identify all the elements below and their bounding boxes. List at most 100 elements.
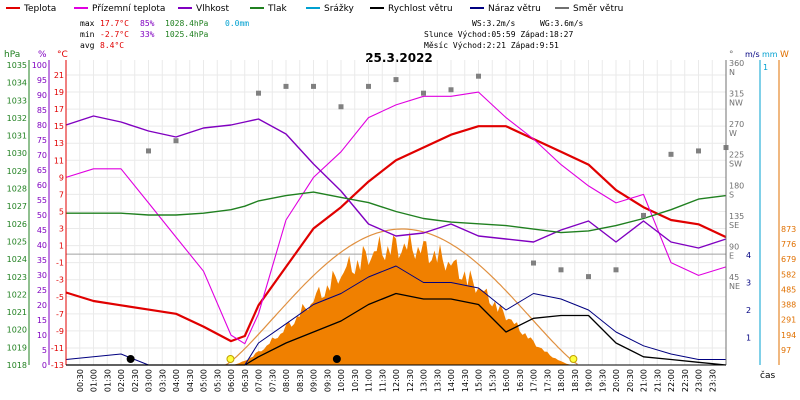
tick-label-time: 05:30 bbox=[213, 369, 222, 392]
tick-label-deg: 90 bbox=[729, 242, 739, 251]
legend-teplota: Teplota bbox=[6, 4, 56, 14]
tick-label-c: 15 bbox=[54, 122, 64, 131]
tick-label-time: 21:30 bbox=[653, 369, 662, 392]
stats-wg: WG:3.6m/s bbox=[540, 19, 584, 28]
stats-rain: 0.0mm bbox=[225, 19, 249, 28]
wind-direction-point bbox=[256, 90, 261, 96]
wind-direction-point bbox=[641, 212, 646, 218]
stats-min-press: 1025.4hPa bbox=[165, 30, 209, 39]
legend-prizemni-teplota: Přízemní teplota bbox=[74, 4, 165, 14]
legend-label-rychlost-vetru: Rychlost větru bbox=[388, 4, 453, 14]
tick-label-deg: 315 bbox=[729, 90, 744, 99]
tick-label-time: 04:00 bbox=[172, 369, 181, 392]
tick-label-c: 11 bbox=[54, 156, 64, 165]
axis-label-time: čas bbox=[760, 370, 775, 381]
tick-label-time: 10:00 bbox=[337, 369, 346, 392]
tick-label-time: 10:30 bbox=[351, 369, 360, 392]
tick-label-time: 23:30 bbox=[708, 369, 717, 392]
stats-max-hum: 85% bbox=[140, 19, 155, 28]
tick-label-pct: 100 bbox=[32, 61, 47, 70]
tick-label-c: 17 bbox=[54, 105, 64, 114]
tick-label-hpa: 1026 bbox=[7, 220, 27, 229]
tick-label-pct: 30 bbox=[37, 271, 47, 280]
tick-label-hpa: 1028 bbox=[7, 185, 27, 194]
tick-label-hpa: 1035 bbox=[7, 61, 27, 70]
tick-label-ms: 3 bbox=[746, 279, 751, 288]
wind-direction-point bbox=[613, 267, 619, 273]
tick-label-time: 13:30 bbox=[433, 369, 442, 392]
tick-label-time: 00:30 bbox=[76, 369, 85, 392]
tick-label-hpa: 1033 bbox=[7, 96, 27, 105]
tick-label-hpa: 1027 bbox=[7, 202, 27, 211]
tick-label-pct: 15 bbox=[37, 316, 47, 325]
legend-smer-vetru: Směr větru bbox=[555, 4, 623, 14]
wind-direction-point bbox=[586, 274, 591, 280]
tick-label-hpa: 1030 bbox=[7, 149, 27, 158]
solar-theoretical-curve bbox=[225, 228, 578, 366]
axis-label-mm: mm bbox=[762, 50, 778, 59]
stats-min-hum: 33% bbox=[140, 30, 155, 39]
tick-label-pct: 45 bbox=[37, 226, 47, 235]
series-line-teplota bbox=[65, 125, 727, 343]
sunset-marker bbox=[569, 355, 578, 363]
chart-title: 25.3.2022 bbox=[365, 51, 433, 65]
tick-label-c: -11 bbox=[51, 344, 64, 353]
tick-label-time: 17:30 bbox=[543, 369, 552, 392]
tick-label-pct: 5 bbox=[42, 346, 47, 355]
tick-label-c: 5 bbox=[59, 207, 64, 216]
tick-label-time: 19:00 bbox=[585, 369, 594, 392]
legend-label-srazky: Srážky bbox=[324, 4, 355, 14]
tick-label-time: 01:30 bbox=[103, 369, 112, 392]
axis-label-w: W bbox=[780, 50, 789, 60]
tick-label-deg: 135 bbox=[729, 212, 744, 221]
wind-direction-point bbox=[311, 83, 316, 89]
tick-label-deg: 360 bbox=[729, 59, 744, 68]
tick-label-c: 21 bbox=[54, 71, 64, 80]
tick-label-c: -13 bbox=[51, 361, 64, 370]
tick-label-pct: 75 bbox=[37, 136, 47, 145]
tick-label-w: 97 bbox=[781, 346, 791, 355]
tick-label-c: 1 bbox=[59, 242, 64, 251]
tick-label-time: 23:00 bbox=[695, 369, 704, 392]
tick-label-hpa: 1021 bbox=[7, 308, 27, 317]
tick-label-time: 12:30 bbox=[406, 369, 415, 392]
tick-label-w: 291 bbox=[781, 316, 796, 325]
legend: Teplota Přízemní teplota Vlhkost Tlak Sr… bbox=[6, 4, 623, 14]
tick-label-time: 06:30 bbox=[241, 369, 250, 392]
tick-label-time: 09:00 bbox=[310, 369, 319, 392]
legend-srazky: Srážky bbox=[306, 4, 355, 14]
wind-direction-point bbox=[696, 148, 701, 154]
axis-label-c: °C bbox=[57, 50, 68, 60]
legend-naraz-vetru: Náraz větru bbox=[470, 4, 541, 14]
tick-label-pct: 35 bbox=[37, 256, 47, 265]
wind-direction-point bbox=[448, 87, 454, 93]
axis-label-deg: ° bbox=[729, 50, 734, 60]
stats-ws: WS:3.2m/s bbox=[472, 19, 516, 28]
tick-label-dir: SW bbox=[729, 160, 742, 169]
tick-label-hpa: 1032 bbox=[7, 114, 27, 123]
tick-label-w: 485 bbox=[781, 285, 796, 294]
stats-max-temp: 17.7°C bbox=[100, 19, 129, 28]
tick-label-hpa: 1025 bbox=[7, 237, 27, 246]
tick-label-deg: 270 bbox=[729, 120, 744, 129]
stats-block: max 17.7°C 85% 1028.4hPa 0.0mm min -2.7°… bbox=[80, 19, 584, 50]
tick-label-time: 17:00 bbox=[530, 369, 539, 392]
stats-avg-label: avg bbox=[80, 41, 95, 50]
tick-label-hpa: 1029 bbox=[7, 167, 27, 176]
stats-max-label: max bbox=[80, 19, 95, 28]
tick-label-pct: 20 bbox=[37, 301, 47, 310]
tick-label-time: 07:30 bbox=[268, 369, 277, 392]
tick-label-pct: 95 bbox=[37, 76, 47, 85]
legend-label-smer-vetru: Směr větru bbox=[573, 4, 623, 14]
tick-label-hpa: 1020 bbox=[7, 326, 27, 335]
wind-direction-point bbox=[283, 83, 289, 89]
tick-label-dir: E bbox=[729, 251, 734, 260]
stats-max-press: 1028.4hPa bbox=[165, 19, 209, 28]
tick-label-hpa: 1019 bbox=[7, 343, 27, 352]
wind-direction-point bbox=[421, 90, 426, 96]
tick-label-pct: 70 bbox=[37, 151, 47, 160]
tick-label-pct: 55 bbox=[37, 196, 47, 205]
tick-label-time: 07:00 bbox=[255, 369, 264, 392]
tick-label-dir: NE bbox=[729, 282, 740, 291]
